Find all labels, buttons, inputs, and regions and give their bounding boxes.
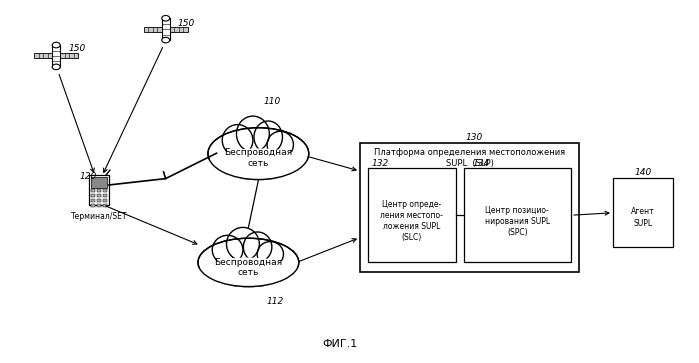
Bar <box>97 194 101 197</box>
Text: Терминал/SET: Терминал/SET <box>71 212 127 221</box>
Text: ФИГ.1: ФИГ.1 <box>322 339 358 349</box>
Ellipse shape <box>212 235 243 265</box>
Text: 150: 150 <box>178 19 195 28</box>
Text: 150: 150 <box>68 44 85 53</box>
Bar <box>161 18 170 40</box>
Text: Центр позицио-
нирования SUPL
(SPC): Центр позицио- нирования SUPL (SPC) <box>485 205 550 237</box>
Bar <box>613 178 672 248</box>
Text: 110: 110 <box>264 97 280 106</box>
Bar <box>103 189 107 192</box>
Text: Беспроводная
сеть: Беспроводная сеть <box>224 148 292 168</box>
Ellipse shape <box>161 37 170 43</box>
Bar <box>103 204 107 207</box>
Ellipse shape <box>257 242 284 266</box>
Text: Платформа определения местоположения
SUPL  (SLP): Платформа определения местоположения SUP… <box>374 148 565 168</box>
Bar <box>91 194 95 197</box>
Ellipse shape <box>226 227 259 261</box>
Text: 132: 132 <box>371 159 389 168</box>
Bar <box>91 204 95 207</box>
Bar <box>144 27 161 32</box>
Bar <box>52 45 60 67</box>
Bar <box>103 194 107 197</box>
Bar <box>89 175 109 205</box>
Bar <box>91 189 95 192</box>
Bar <box>368 168 456 262</box>
Text: 120: 120 <box>80 172 97 181</box>
Text: 112: 112 <box>266 297 284 306</box>
Ellipse shape <box>208 128 309 180</box>
Text: Центр опреде-
ления местопо-
ложения SUPL
(SLC): Центр опреде- ления местопо- ложения SUP… <box>380 200 443 242</box>
Text: 134: 134 <box>473 159 490 168</box>
Bar <box>170 27 187 32</box>
Ellipse shape <box>222 125 253 156</box>
Ellipse shape <box>52 42 60 48</box>
Text: 130: 130 <box>466 133 482 142</box>
Text: Беспроводная
сеть: Беспроводная сеть <box>215 258 282 277</box>
Text: Агент
SUPL: Агент SUPL <box>631 207 655 228</box>
Ellipse shape <box>161 16 170 21</box>
Bar <box>60 53 78 58</box>
Bar <box>97 199 101 202</box>
Bar <box>103 199 107 202</box>
Ellipse shape <box>254 121 282 153</box>
Ellipse shape <box>267 131 294 158</box>
Bar <box>463 168 571 262</box>
Ellipse shape <box>52 64 60 70</box>
Ellipse shape <box>198 238 298 287</box>
Ellipse shape <box>236 116 269 152</box>
Ellipse shape <box>208 148 309 180</box>
Text: 140: 140 <box>634 168 651 177</box>
Bar <box>97 189 101 192</box>
Bar <box>360 143 579 272</box>
Bar <box>91 177 107 188</box>
Ellipse shape <box>198 258 298 287</box>
Bar <box>34 53 52 58</box>
Bar <box>97 204 101 207</box>
Ellipse shape <box>243 232 272 262</box>
Bar <box>91 199 95 202</box>
